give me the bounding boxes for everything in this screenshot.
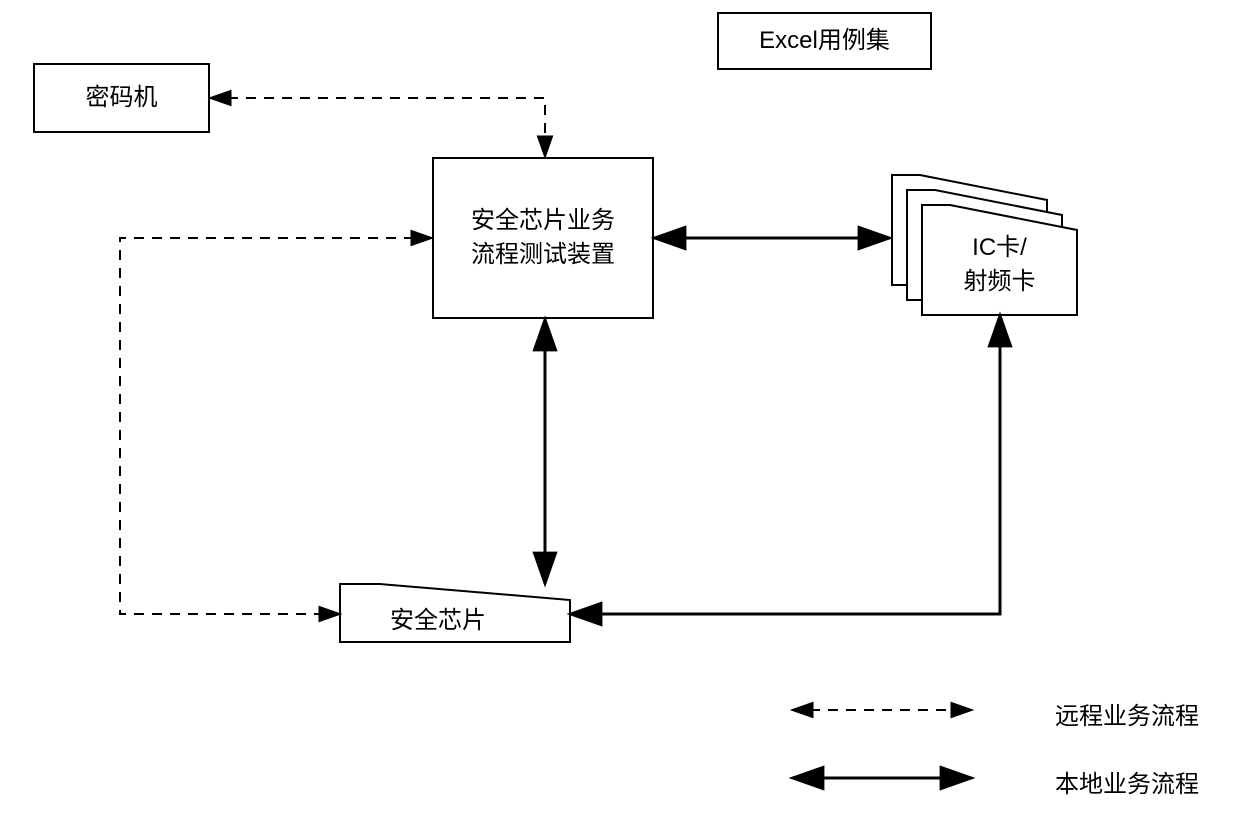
conn-cipher-testdevice: [210, 98, 545, 157]
legend-local-label: 本地业务流程: [1055, 764, 1199, 799]
cipher-machine-label: 密码机: [86, 81, 158, 115]
legend-remote-label: 远程业务流程: [1055, 696, 1199, 731]
cipher-machine-box: 密码机: [33, 63, 210, 133]
test-device-label: 安全芯片业务 流程测试装置: [471, 204, 615, 271]
conn-testdevice-chip-remote: [120, 238, 432, 614]
excel-case-set-label: Excel用例集: [759, 24, 890, 58]
ic-rf-card-label: IC卡/ 射频卡: [964, 231, 1036, 298]
conn-iccard-chip: [570, 315, 1000, 614]
excel-case-set-box: Excel用例集: [717, 12, 932, 70]
security-chip-label: 安全芯片: [390, 600, 486, 635]
security-chip-label-wrap: 安全芯片: [360, 596, 570, 638]
ic-rf-card-label-wrap: IC卡/ 射频卡: [922, 215, 1077, 315]
test-device-box: 安全芯片业务 流程测试装置: [432, 157, 654, 319]
